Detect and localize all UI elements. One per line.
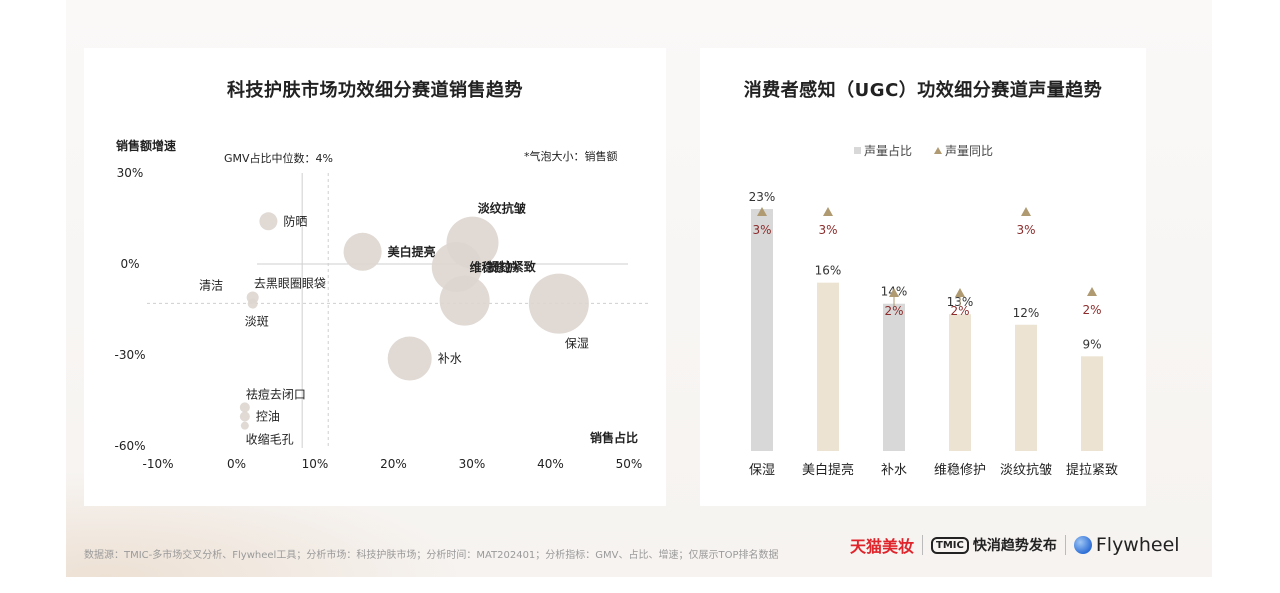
yoy-value-label: 2% <box>884 304 903 318</box>
y-tick-label: 0% <box>120 257 139 271</box>
bubble-美白提亮 <box>343 232 382 271</box>
bubble-label: 美白提亮 <box>388 244 436 259</box>
tmic-text: 快消趋势发布 <box>972 538 1057 554</box>
legend-label-share: 声量占比 <box>864 143 912 158</box>
legend-marker-yoy <box>934 147 942 154</box>
bubble-label: 防晒 <box>283 213 307 228</box>
bubble-label: 保湿 <box>565 336 589 351</box>
bubble-淡斑 <box>247 298 258 309</box>
bubble-label: 去黑眼圈眼袋 <box>254 277 326 291</box>
yoy-value-label: 2% <box>1082 303 1101 317</box>
brand-logos: 天猫美妆 TMIC 快消趋势发布 Flywheel <box>850 530 1180 560</box>
bubble-label: 提拉紧致 <box>488 259 537 274</box>
bubble-label: 补水 <box>438 352 462 366</box>
data-source-note: 数据源：TMIC-多市场交叉分析、Flywheel工具；分析市场：科技护肤市场；… <box>84 550 779 561</box>
bubble-收缩毛孔 <box>240 421 249 430</box>
bubble-祛痘去闭口 <box>239 402 250 413</box>
median-note: GMV占比中位数：4% <box>224 151 333 165</box>
yoy-value-label: 3% <box>1016 223 1035 237</box>
bubble-label: 淡纹抗皱 <box>478 201 526 216</box>
bubble-size-note: *气泡大小：销售额 <box>524 149 618 163</box>
x-tick-label: 0% <box>227 457 246 471</box>
legend-swatch-share <box>854 147 861 154</box>
yoy-marker <box>1021 207 1031 216</box>
bubble-label: 清洁 <box>199 278 223 292</box>
bar-美白提亮 <box>817 282 839 451</box>
logo-divider <box>922 535 924 555</box>
x-tick-label: 30% <box>459 457 486 471</box>
bar-chart-card: 消费者感知（UGC）功效细分赛道声量趋势 声量占比 声量同比 23% 保湿 3% 16% 美… <box>700 48 1146 506</box>
tmic-box: TMIC <box>931 536 969 554</box>
tmic-logo: TMIC 快消趋势发布 <box>931 535 1057 555</box>
bar-value-label: 16% <box>815 264 842 278</box>
category-label: 维稳修护 <box>934 462 986 478</box>
y-tick-label: 30% <box>117 166 144 180</box>
bar-value-label: 23% <box>749 190 776 204</box>
flywheel-text: Flywheel <box>1095 534 1180 556</box>
category-label: 提拉紧致 <box>1066 462 1118 478</box>
y-tick-label: -60% <box>114 439 145 453</box>
bubble-chart: 30% 0% -30% -60% -10% 0% 10% 20% 30% 40% 50% 销售额增速销… <box>114 138 648 471</box>
x-tick-label: -10% <box>142 457 173 471</box>
bubble-label: 收缩毛孔 <box>246 432 294 447</box>
y-axis-title: 销售额增速 <box>116 138 176 153</box>
legend-label-yoy: 声量同比 <box>945 144 993 158</box>
yoy-value-label: 3% <box>818 223 837 237</box>
bubble-防晒 <box>259 212 278 231</box>
x-tick-label: 40% <box>537 457 564 471</box>
category-label: 保湿 <box>749 463 775 478</box>
yoy-marker <box>955 288 965 297</box>
flywheel-icon <box>1073 536 1092 554</box>
logo-divider <box>1064 535 1066 555</box>
yoy-marker <box>889 288 899 297</box>
bubble-保湿 <box>528 273 589 334</box>
category-label: 淡纹抗皱 <box>1000 462 1052 478</box>
bubble-label: 维稳修护 <box>470 260 518 275</box>
bubble-chart-title: 科技护肤市场功效细分赛道销售趋势 <box>227 80 523 101</box>
x-tick-label: 50% <box>616 457 643 471</box>
bubble-label: 淡斑 <box>245 315 269 329</box>
bar-value-label: 9% <box>1082 337 1101 351</box>
y-tick-label: -30% <box>114 348 145 362</box>
category-label: 美白提亮 <box>802 462 854 478</box>
bubble-控油 <box>239 411 250 422</box>
yoy-marker <box>823 207 833 216</box>
x-tick-label: 20% <box>380 457 407 471</box>
bubble-label: 控油 <box>256 410 280 424</box>
bubble-label: 祛痘去闭口 <box>246 386 306 401</box>
bar-value-label: 12% <box>1013 306 1040 320</box>
bar-维稳修护 <box>949 314 971 451</box>
bubble-补水 <box>387 336 432 381</box>
tmall-beauty-logo: 天猫美妆 <box>850 537 915 556</box>
x-tick-label: 10% <box>302 457 329 471</box>
bar-chart: 声量占比声量同比23%保湿3%16%美白提亮3%14%补水2%13%维稳修护2%… <box>749 143 1118 478</box>
yoy-value-label: 3% <box>752 223 771 237</box>
yoy-marker <box>1087 287 1097 296</box>
yoy-marker <box>757 207 767 216</box>
bar-保湿 <box>751 209 773 451</box>
bubble-维稳修护 <box>439 275 490 326</box>
bar-chart-title: 消费者感知（UGC）功效细分赛道声量趋势 <box>743 80 1103 101</box>
bubble-chart-card: 科技护肤市场功效细分赛道销售趋势 30% 0% -30% -60% -10% 0% 10% 2… <box>84 48 666 506</box>
bar-提拉紧致 <box>1081 356 1103 451</box>
flywheel-logo: Flywheel <box>1073 534 1180 556</box>
bar-补水 <box>883 303 905 451</box>
yoy-value-label: 2% <box>950 304 969 318</box>
category-label: 补水 <box>881 463 907 478</box>
bar-淡纹抗皱 <box>1015 324 1037 451</box>
x-axis-title: 销售占比 <box>590 430 638 445</box>
